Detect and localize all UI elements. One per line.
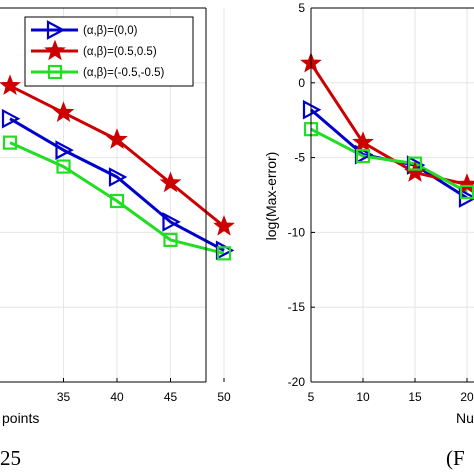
left-chart-panel: 35 40 45 50 points 25 (α,β)=(0,0) (α,β)=(0.5… xyxy=(0,7,235,470)
left-x-tick-label: 40 xyxy=(110,390,124,404)
left-data-point-red xyxy=(0,74,21,96)
right-x-tick-label: 20 xyxy=(460,390,474,404)
left-axes xyxy=(0,7,225,383)
right-y-tick-label: -15 xyxy=(288,300,306,314)
right-data-point-red xyxy=(352,131,374,152)
right-series-line-blue xyxy=(310,108,468,200)
legend-label-blue: (α,β)=(0,0) xyxy=(83,25,138,37)
right-y-tick-label: 0 xyxy=(298,76,305,90)
right-y-tick-label: -10 xyxy=(288,225,306,239)
right-series-line-green xyxy=(310,127,468,194)
right-x-axis-label: Nu xyxy=(456,410,474,426)
legend-marker-red xyxy=(44,39,66,61)
right-tick-labels: 50-5-10-15-205 10 15 20 xyxy=(288,1,474,404)
right-x-tick-label: 10 xyxy=(356,390,370,404)
right-data-point-green xyxy=(407,156,423,171)
left-data-point-red xyxy=(213,214,235,236)
left-data-point-green xyxy=(216,246,232,261)
left-panel-caption: 25 xyxy=(0,446,21,470)
legend-label-red: (α,β)=(0.5,0.5) xyxy=(83,46,157,58)
left-data-point-green xyxy=(2,135,18,150)
right-y-tick-label: -5 xyxy=(294,151,305,165)
right-data-point-green xyxy=(459,184,474,200)
left-data-point-green xyxy=(109,193,125,209)
right-series-markers xyxy=(300,51,474,208)
left-x-tick-label: 50 xyxy=(217,390,231,404)
right-x-tick-label: 5 xyxy=(308,390,315,404)
left-data-point-red xyxy=(106,128,128,149)
left-data-point-red xyxy=(159,171,182,193)
right-y-tick-label: 5 xyxy=(298,1,305,15)
left-data-point-green xyxy=(163,232,178,247)
right-data-point-red xyxy=(404,161,426,182)
left-x-tick-label: 35 xyxy=(57,390,71,404)
right-grid xyxy=(310,7,474,383)
left-data-point-blue xyxy=(108,167,128,187)
right-x-tick-label: 15 xyxy=(408,390,422,404)
right-chart-panel: 50-5-10-15-205 10 15 20 log(Max-error) Nu (… xyxy=(263,1,474,470)
legend-label-green: (α,β)=(-0.5,-0.5) xyxy=(83,67,164,79)
legend-marker-green xyxy=(47,64,63,80)
legend-marker-blue xyxy=(46,20,66,40)
right-y-tick-label: -20 xyxy=(288,375,306,389)
left-tick-labels: 35 40 45 50 xyxy=(57,390,231,404)
left-data-point-blue xyxy=(55,140,74,160)
right-panel-caption: (F xyxy=(446,446,465,470)
left-data-point-green xyxy=(56,159,71,174)
left-x-tick-label: 45 xyxy=(164,390,178,404)
right-axes xyxy=(310,7,474,383)
left-series-line-blue xyxy=(9,117,225,252)
legend: (α,β)=(0,0) (α,β)=(0.5,0.5) (α,β)=(-0.5,-0… xyxy=(24,16,194,87)
left-data-point-blue xyxy=(162,212,181,232)
right-y-axis-label: log(Max-error) xyxy=(263,152,279,241)
left-series-markers xyxy=(0,74,235,261)
right-series-lines xyxy=(309,62,468,200)
right-data-point-green xyxy=(355,149,371,164)
left-data-point-red xyxy=(52,101,75,122)
left-x-axis-label: points xyxy=(2,410,39,426)
right-series-line-red xyxy=(309,62,468,186)
right-data-point-red xyxy=(456,173,474,194)
left-data-point-blue xyxy=(1,108,21,129)
left-series-line-green xyxy=(9,141,225,255)
